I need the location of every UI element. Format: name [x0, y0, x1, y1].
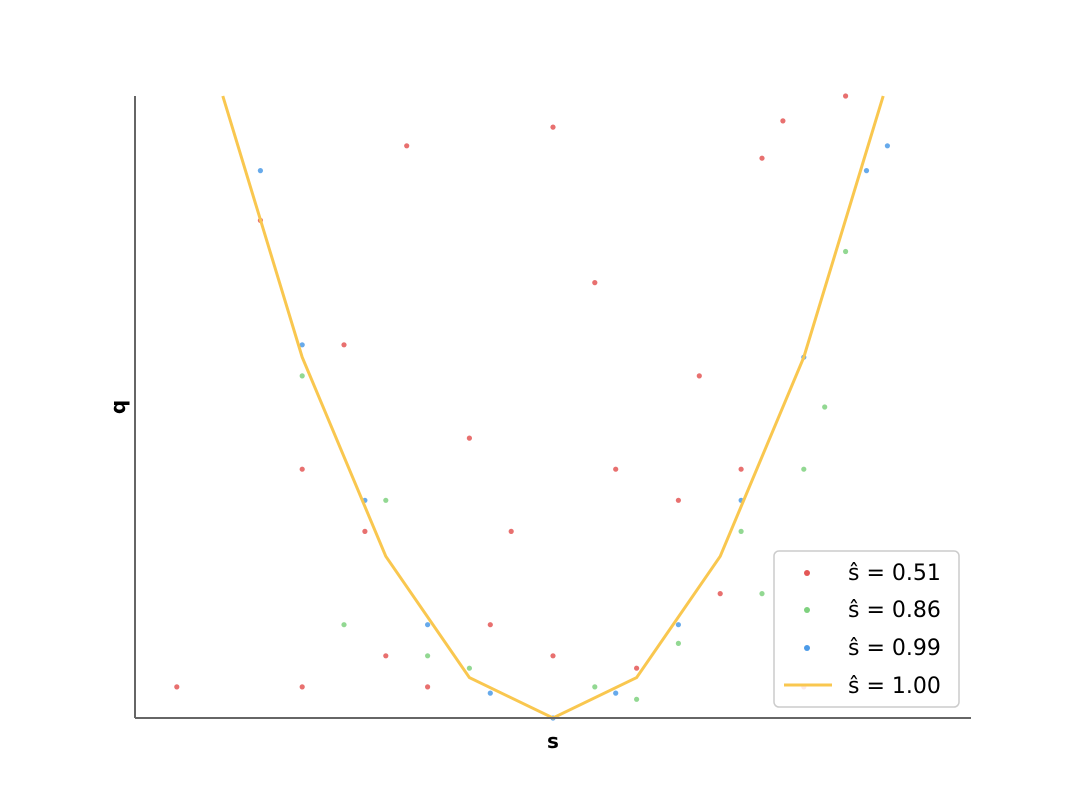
point-blue-10	[863, 168, 870, 174]
point-blue-6	[613, 690, 619, 696]
point-red-18	[843, 93, 849, 99]
point-green-6	[299, 373, 305, 379]
point-green-1	[425, 653, 431, 659]
point-blue-7	[675, 622, 682, 628]
point-red-9	[341, 342, 347, 348]
legend-label-051: ŝ = 0.51	[848, 561, 941, 586]
point-red-23	[738, 466, 744, 472]
point-red-22	[613, 466, 619, 472]
point-green-9	[843, 248, 849, 255]
point-blue-3	[425, 622, 431, 628]
point-blue-1	[299, 342, 305, 348]
point-red-3	[425, 684, 431, 690]
points-layer	[174, 93, 891, 721]
point-red-2	[383, 653, 389, 659]
legend-label-086: ŝ = 0.86	[848, 598, 941, 623]
point-red-13	[759, 155, 765, 161]
point-green-11	[634, 696, 640, 702]
point-red-15	[404, 143, 410, 149]
point-green-3	[675, 640, 682, 647]
point-red-6	[634, 665, 640, 671]
point-red-12	[696, 373, 702, 379]
point-blue-11	[884, 143, 891, 149]
point-blue-4	[487, 690, 493, 696]
point-green-12	[822, 404, 828, 410]
point-green-5	[801, 466, 807, 472]
legend-label-099: ŝ = 0.99	[848, 636, 941, 661]
point-green-8	[738, 528, 744, 535]
point-red-5	[550, 653, 556, 659]
point-red-4	[487, 622, 493, 628]
point-red-21	[508, 528, 514, 535]
point-red-24	[299, 466, 305, 472]
point-green-2	[592, 684, 598, 690]
point-red-7	[717, 591, 723, 597]
point-green-10	[466, 665, 472, 671]
point-red-20	[675, 497, 682, 503]
legend: ŝ = 0.51 ŝ = 0.86 ŝ = 0.99 ŝ = 1.00	[773, 550, 960, 708]
point-red-16	[550, 124, 556, 130]
point-green-7	[383, 497, 389, 503]
x-axis-label: s	[547, 729, 559, 753]
point-red-1	[299, 684, 305, 690]
point-red-19	[362, 528, 368, 535]
legend-marker-blue	[804, 645, 810, 651]
legend-label-100: ŝ = 1.00	[848, 674, 941, 699]
point-red-0	[174, 684, 180, 690]
point-green-4	[759, 591, 765, 597]
legend-marker-red	[804, 570, 810, 576]
point-green-0	[341, 622, 347, 628]
point-red-10	[466, 435, 472, 441]
legend-marker-green	[804, 607, 810, 613]
point-blue-0	[257, 168, 263, 174]
point-red-11	[592, 280, 598, 286]
legend-box	[773, 550, 960, 708]
point-red-17	[780, 118, 786, 124]
y-axis-label: q	[106, 400, 130, 414]
